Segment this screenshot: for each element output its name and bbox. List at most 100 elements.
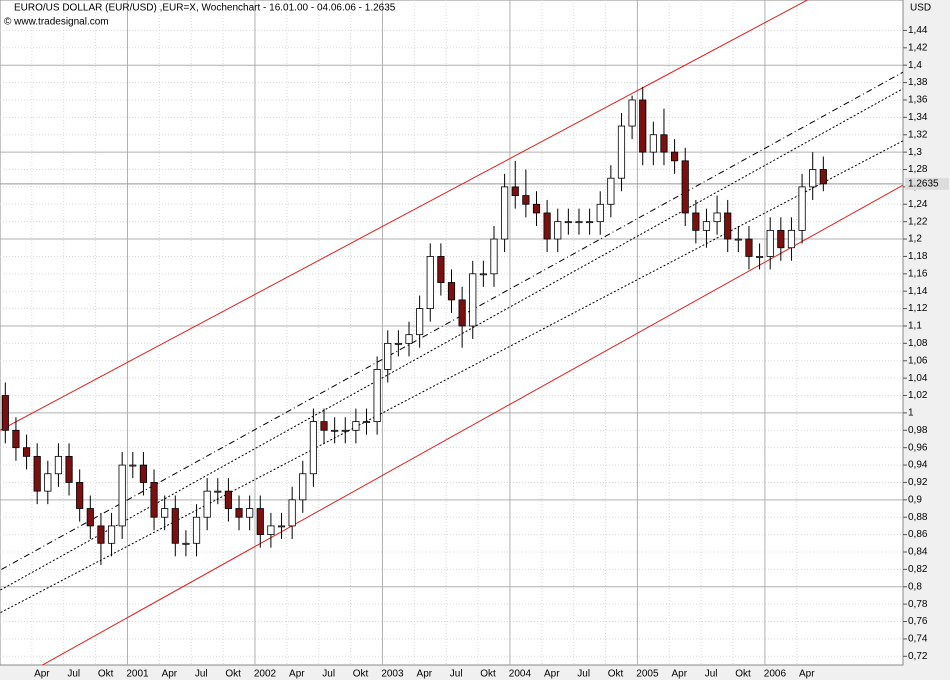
candle-body <box>724 212 732 240</box>
candle-body <box>639 99 647 153</box>
y-tick-label: 0,86 <box>908 529 928 540</box>
candle-body <box>331 429 339 432</box>
y-tick-label: 1,42 <box>908 42 928 53</box>
trend-line <box>0 140 903 614</box>
candle-body <box>405 334 413 344</box>
candle-body <box>107 525 116 544</box>
candle-body <box>564 221 572 224</box>
x-tick-label: Apr <box>289 669 305 680</box>
y-tick-label: 1,02 <box>908 390 928 401</box>
y-tick-label: 0,84 <box>908 547 928 558</box>
y-tick-label: 0,74 <box>908 634 928 645</box>
candle-body <box>692 212 700 231</box>
y-tick-label: 1,3 <box>908 147 922 158</box>
y-tick-label: 1,06 <box>908 355 928 366</box>
y-tick-label: 0,72 <box>908 651 928 662</box>
candle-body <box>596 203 604 223</box>
x-tick-label: 2004 <box>509 669 532 680</box>
y-tick-label: 0,94 <box>908 460 928 471</box>
x-tick-label: 2006 <box>764 669 787 680</box>
x-tick-label: Okt <box>225 669 241 680</box>
candle-body <box>702 221 711 231</box>
candle-body <box>617 125 626 179</box>
y-tick-label: 0,9 <box>908 494 922 505</box>
candle-body <box>256 508 264 536</box>
y-tick-label: 1,04 <box>908 373 928 384</box>
trend-line <box>0 0 809 431</box>
candle-body <box>543 212 551 240</box>
candle-body <box>129 464 137 467</box>
y-tick-label: 1,38 <box>908 77 928 88</box>
chart-subtitle: © www.tradesignal.com <box>4 17 109 28</box>
y-tick-label: 1,1 <box>908 321 922 332</box>
candle-body <box>139 464 148 483</box>
candle-body <box>479 273 487 276</box>
candle-body <box>384 342 392 370</box>
candle-body <box>586 221 594 224</box>
candle-body <box>86 508 94 527</box>
candle-body <box>809 169 817 188</box>
candle-body <box>628 99 636 127</box>
candle-body <box>214 490 222 493</box>
x-tick-label: Apr <box>162 669 178 680</box>
candle-body <box>182 542 190 545</box>
y-tick-label: 0,92 <box>908 477 928 488</box>
y-tick-label: 0,78 <box>908 599 928 610</box>
candle-body <box>511 186 519 196</box>
candle-body <box>490 238 498 275</box>
x-tick-label: Apr <box>544 669 560 680</box>
chart-title: EURO/US DOLLAR (EUR/USD) ,EUR=X, Wochenc… <box>14 3 396 14</box>
candle-body <box>171 508 179 544</box>
y-tick-label: 0,8 <box>908 581 922 592</box>
x-tick-label: Jul <box>577 669 590 680</box>
candle-body <box>554 221 562 240</box>
x-tick-label: Apr <box>34 669 50 680</box>
candle-body <box>33 455 41 492</box>
candle-body <box>246 508 254 518</box>
candle-body <box>309 421 317 475</box>
candle-body <box>267 525 275 536</box>
candle-body <box>54 455 63 475</box>
candle-body <box>118 464 126 527</box>
y-tick-label: 0,96 <box>908 442 928 453</box>
y-tick-label: 0,98 <box>908 425 928 436</box>
x-tick-label: 2001 <box>126 669 149 680</box>
y-tick-label: 1,14 <box>908 286 928 297</box>
candle-body <box>320 421 328 431</box>
candle-body <box>341 429 349 432</box>
x-tick-label: Apr <box>799 669 815 680</box>
plot-area <box>0 0 904 666</box>
candle-body <box>352 421 360 431</box>
y-tick-label: 1,28 <box>908 164 928 175</box>
candle-body <box>44 473 52 492</box>
x-tick-label: Jul <box>705 669 718 680</box>
candle-body <box>437 256 445 283</box>
candle-body <box>755 256 764 258</box>
candle-body <box>501 186 509 240</box>
candle-body <box>575 221 583 224</box>
x-tick-label: 2003 <box>381 669 404 680</box>
candle-body <box>192 516 201 544</box>
y-tick-label: 0,88 <box>908 512 928 523</box>
candle-body <box>734 238 742 241</box>
x-tick-label: 2002 <box>254 669 277 680</box>
candle-body <box>469 273 477 327</box>
candle-body <box>649 134 657 153</box>
x-tick-label: Jul <box>195 669 208 680</box>
x-tick-label: Jul <box>67 669 80 680</box>
y-tick-label: 1,4 <box>908 60 922 71</box>
candle-body <box>161 508 169 518</box>
candle-body <box>447 282 456 301</box>
candle-body <box>458 299 466 327</box>
candle-body <box>394 342 402 345</box>
x-tick-label: Apr <box>417 669 433 680</box>
x-tick-label: Okt <box>98 669 114 680</box>
x-tick-label: Okt <box>353 669 369 680</box>
candle-body <box>671 151 679 162</box>
candle-body <box>426 256 434 309</box>
y-tick-label: 1,2 <box>908 234 922 245</box>
candle-body <box>224 490 232 509</box>
candle-body <box>532 203 541 214</box>
candle-body <box>416 308 424 336</box>
candle-body <box>362 421 371 424</box>
